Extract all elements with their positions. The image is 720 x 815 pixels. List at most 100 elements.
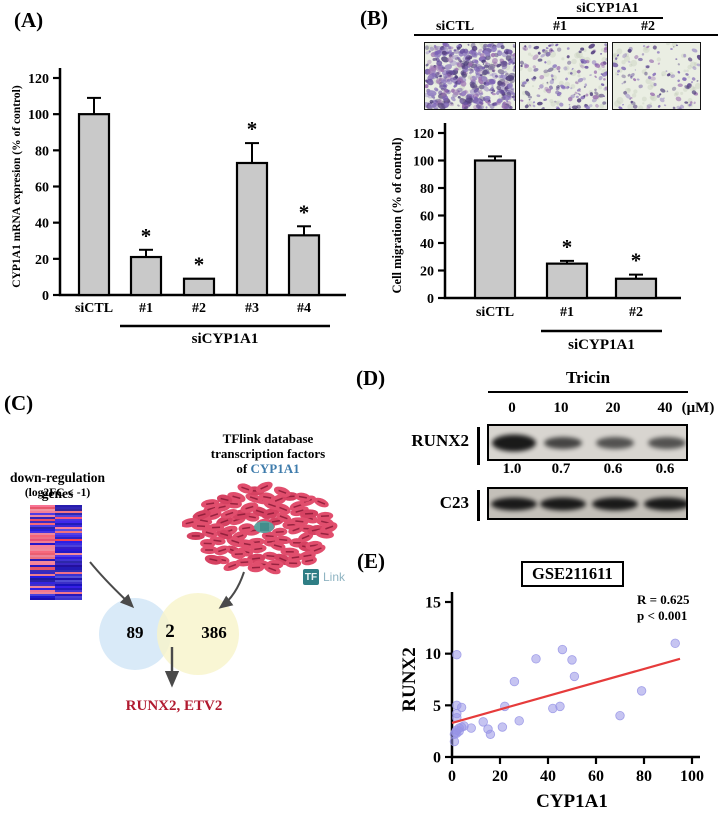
heatmap-cell [55, 565, 82, 568]
cell-dot [621, 74, 626, 79]
cell-dot [482, 45, 487, 50]
heatmap-row [30, 513, 82, 516]
tf-node-text-mark [213, 539, 222, 543]
cell-dot [571, 67, 574, 70]
texture-spot [683, 69, 687, 73]
heatmap-row [30, 587, 82, 590]
cell-dot [537, 101, 543, 106]
heatmap-cell [30, 521, 55, 524]
panel-b-bar-chart: 0 20 40 60 80 100 120 Cell migration (% of cont… [390, 123, 681, 353]
heatmap-row [30, 565, 82, 568]
y-tick-label: 0 [42, 289, 49, 304]
cell-dot [427, 59, 432, 65]
cell-dot [539, 74, 545, 80]
texture-spot [425, 44, 431, 52]
heatmap-cell [55, 547, 82, 550]
tf-node-text-mark [225, 511, 234, 516]
cell-dot [543, 98, 548, 101]
cell-dot [428, 50, 431, 53]
cell-dot [498, 74, 503, 79]
cell-dot [533, 68, 539, 72]
tf-node-text-mark [247, 515, 256, 519]
cell-dot [538, 87, 540, 90]
cell-dot [638, 84, 643, 89]
heatmap-cell [55, 593, 82, 596]
dose-10: 10 [553, 400, 569, 416]
texture-spot [598, 66, 602, 71]
heatmap-cell [55, 587, 82, 590]
cell-dot [486, 43, 492, 48]
heatmap-row [30, 595, 82, 598]
heatmap-cell [55, 567, 82, 570]
heatmap-row [30, 551, 82, 554]
texture-spot [478, 43, 484, 46]
heatmap-cell [55, 531, 82, 534]
cell-dot [454, 57, 459, 61]
cell-dot [687, 57, 693, 62]
cell-dot [630, 100, 634, 104]
cell-dot [665, 70, 668, 73]
cell-dot [505, 72, 509, 76]
heatmap-cell [30, 511, 55, 514]
texture-spot [666, 43, 670, 46]
heatmap-cell [30, 517, 55, 520]
cell-dot [440, 92, 447, 97]
texture-spot [577, 74, 581, 78]
heatmap-cell [55, 545, 82, 548]
heatmap-cell [30, 533, 55, 536]
heatmap-row [30, 591, 82, 594]
x-category-label: #1 [139, 301, 153, 316]
cell-dot [512, 67, 515, 72]
scatter-point [456, 702, 467, 713]
texture-spot [600, 48, 605, 52]
cell-dot [598, 93, 605, 98]
cell-dot [450, 102, 454, 105]
heatmap-cell [55, 561, 82, 564]
tf-node-text-mark [266, 554, 275, 558]
tf-node-text-mark [279, 506, 288, 512]
trend-line [451, 657, 681, 724]
cell-dot [442, 95, 449, 101]
tf-node-text-mark [237, 513, 246, 516]
network-title-line2: transcription factors [210, 446, 326, 461]
tf-node-text-mark [220, 532, 229, 537]
heatmap-cell [55, 589, 82, 592]
cell-dot [494, 102, 498, 107]
panel-b-group-line [557, 17, 663, 19]
tf-node-text-mark [279, 538, 288, 542]
cell-dot [463, 52, 470, 58]
cell-dot [429, 46, 434, 52]
cell-dot [508, 95, 512, 99]
texture-spot [574, 52, 581, 59]
cell-dot [489, 103, 495, 109]
cell-dot [497, 49, 501, 53]
heatmap-row [30, 547, 82, 550]
cell-dot [482, 62, 485, 65]
texture-spot [647, 84, 653, 90]
scatter-point [531, 654, 541, 664]
cell-dot [465, 95, 473, 101]
texture-spot [631, 93, 637, 98]
cell-dot [624, 93, 631, 99]
y-tick-label: 60 [35, 181, 49, 196]
p-value: p < 0.001 [637, 608, 688, 623]
cell-dot [425, 63, 429, 67]
heatmap-cell [55, 523, 82, 526]
tf-node-text-mark [205, 531, 214, 535]
heatmap-cell [30, 573, 55, 576]
heatmap-cell [30, 593, 55, 596]
cell-dot [457, 90, 460, 93]
heatmap-row [30, 581, 82, 584]
heatmap-cell [55, 585, 82, 588]
cell-dot [536, 94, 541, 98]
venn-left-count: 89 [126, 623, 144, 642]
heatmap-cell [55, 583, 82, 586]
cell-dot [649, 59, 655, 64]
y-tick-label: 100 [28, 108, 49, 123]
heatmap-cell [55, 551, 82, 554]
network-title-line3: of CYP1A1 [193, 461, 343, 476]
cell-dot [469, 71, 472, 75]
venn-right-count: 386 [201, 623, 227, 642]
protein-band [540, 497, 586, 510]
